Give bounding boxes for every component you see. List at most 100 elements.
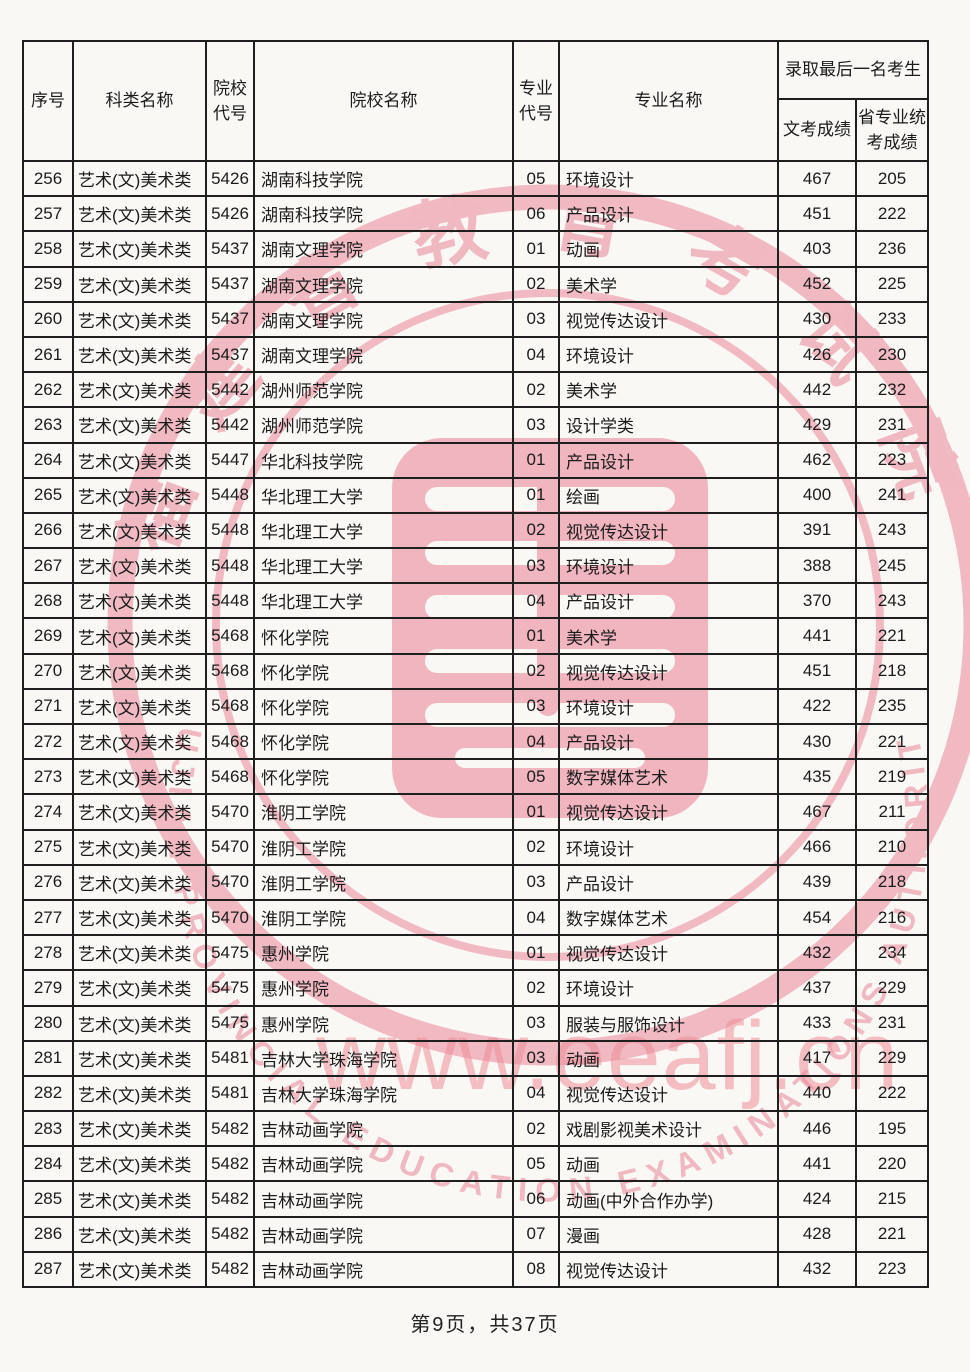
header-exam-score: 文考成绩 bbox=[777, 98, 857, 162]
provincial-score-cell: 245 bbox=[855, 547, 929, 585]
major-code-cell: 03 bbox=[512, 1004, 560, 1042]
seq-cell: 263 bbox=[22, 406, 74, 444]
inst-code-cell: 5448 bbox=[205, 511, 255, 550]
category-cell: 艺术(文)美术类 bbox=[72, 758, 207, 796]
table-row: 261 艺术(文)美术类 5437 湖南文理学院 04 环境设计 426 230 bbox=[22, 335, 929, 374]
exam-score-cell: 429 bbox=[777, 406, 857, 444]
inst-name-cell: 吉林动画学院 bbox=[253, 1180, 514, 1218]
major-name-cell: 视觉传达设计 bbox=[558, 793, 779, 831]
inst-name-cell: 惠州学院 bbox=[253, 1004, 514, 1042]
inst-name-cell: 吉林动画学院 bbox=[253, 1215, 514, 1253]
major-code-cell: 07 bbox=[512, 1215, 560, 1253]
header-inst-name: 院校名称 bbox=[253, 40, 514, 162]
exam-score-cell: 430 bbox=[777, 722, 857, 761]
inst-code-cell: 5470 bbox=[205, 898, 255, 937]
provincial-score-cell: 219 bbox=[855, 758, 929, 796]
inst-name-cell: 湖南文理学院 bbox=[253, 335, 514, 374]
provincial-score-cell: 215 bbox=[855, 1180, 929, 1218]
inst-name-cell: 吉林大学珠海学院 bbox=[253, 1074, 514, 1113]
table-row: 256 艺术(文)美术类 5426 湖南科技学院 05 环境设计 467 205 bbox=[22, 159, 929, 198]
provincial-score-cell: 216 bbox=[855, 898, 929, 937]
major-name-cell: 数字媒体艺术 bbox=[558, 758, 779, 796]
major-name-cell: 美术学 bbox=[558, 371, 779, 409]
inst-code-cell: 5426 bbox=[205, 159, 255, 198]
category-cell: 艺术(文)美术类 bbox=[72, 511, 207, 550]
table-row: 262 艺术(文)美术类 5442 湖州师范学院 02 美术学 442 232 bbox=[22, 371, 929, 409]
inst-code-cell: 5468 bbox=[205, 722, 255, 761]
exam-score-cell: 422 bbox=[777, 687, 857, 726]
table-row: 286 艺术(文)美术类 5482 吉林动画学院 07 漫画 428 221 bbox=[22, 1215, 929, 1253]
major-code-cell: 01 bbox=[512, 934, 560, 972]
major-code-cell: 04 bbox=[512, 335, 560, 374]
major-name-cell: 产品设计 bbox=[558, 863, 779, 901]
provincial-score-cell: 205 bbox=[855, 159, 929, 198]
major-code-cell: 04 bbox=[512, 1074, 560, 1113]
exam-score-cell: 417 bbox=[777, 1039, 857, 1077]
category-cell: 艺术(文)美术类 bbox=[72, 898, 207, 937]
table-row: 278 艺术(文)美术类 5475 惠州学院 01 视觉传达设计 432 234 bbox=[22, 934, 929, 972]
major-name-cell: 戏剧影视美术设计 bbox=[558, 1110, 779, 1148]
inst-code-cell: 5448 bbox=[205, 547, 255, 585]
provincial-score-cell: 211 bbox=[855, 793, 929, 831]
table-row: 271 艺术(文)美术类 5468 怀化学院 03 环境设计 422 235 bbox=[22, 687, 929, 726]
seq-cell: 265 bbox=[22, 476, 74, 514]
inst-name-cell: 怀化学院 bbox=[253, 652, 514, 690]
category-cell: 艺术(文)美术类 bbox=[72, 863, 207, 901]
seq-cell: 284 bbox=[22, 1145, 74, 1183]
exam-score-cell: 403 bbox=[777, 230, 857, 268]
category-cell: 艺术(文)美术类 bbox=[72, 195, 207, 233]
category-cell: 艺术(文)美术类 bbox=[72, 1180, 207, 1218]
inst-code-cell: 5482 bbox=[205, 1110, 255, 1148]
provincial-score-cell: 231 bbox=[855, 406, 929, 444]
major-code-cell: 01 bbox=[512, 476, 560, 514]
provincial-score-cell: 220 bbox=[855, 1145, 929, 1183]
major-name-cell: 视觉传达设计 bbox=[558, 1074, 779, 1113]
seq-cell: 278 bbox=[22, 934, 74, 972]
major-code-cell: 03 bbox=[512, 406, 560, 444]
provincial-score-cell: 243 bbox=[855, 582, 929, 620]
table-row: 266 艺术(文)美术类 5448 华北理工大学 02 视觉传达设计 391 243 bbox=[22, 511, 929, 550]
major-code-cell: 02 bbox=[512, 371, 560, 409]
exam-score-cell: 388 bbox=[777, 547, 857, 585]
category-cell: 艺术(文)美术类 bbox=[72, 1074, 207, 1113]
inst-name-cell: 吉林动画学院 bbox=[253, 1110, 514, 1148]
major-name-cell: 视觉传达设计 bbox=[558, 300, 779, 338]
inst-code-cell: 5437 bbox=[205, 300, 255, 338]
exam-score-cell: 466 bbox=[777, 828, 857, 866]
major-name-cell: 环境设计 bbox=[558, 159, 779, 198]
inst-name-cell: 湖南文理学院 bbox=[253, 300, 514, 338]
table-row: 284 艺术(文)美术类 5482 吉林动画学院 05 动画 441 220 bbox=[22, 1145, 929, 1183]
category-cell: 艺术(文)美术类 bbox=[72, 969, 207, 1007]
provincial-score-cell: 210 bbox=[855, 828, 929, 866]
header-seq: 序号 bbox=[22, 40, 74, 162]
table-row: 274 艺术(文)美术类 5470 淮阴工学院 01 视觉传达设计 467 211 bbox=[22, 793, 929, 831]
seq-cell: 283 bbox=[22, 1110, 74, 1148]
major-name-cell: 环境设计 bbox=[558, 335, 779, 374]
table-row: 270 艺术(文)美术类 5468 怀化学院 02 视觉传达设计 451 218 bbox=[22, 652, 929, 690]
header-provincial-score: 省专业统 考成绩 bbox=[855, 98, 929, 162]
major-name-cell: 漫画 bbox=[558, 1215, 779, 1253]
major-name-cell: 环境设计 bbox=[558, 547, 779, 585]
table-row: 281 艺术(文)美术类 5481 吉林大学珠海学院 03 动画 417 229 bbox=[22, 1039, 929, 1077]
provincial-score-cell: 218 bbox=[855, 863, 929, 901]
inst-code-cell: 5482 bbox=[205, 1180, 255, 1218]
inst-name-cell: 吉林动画学院 bbox=[253, 1145, 514, 1183]
major-name-cell: 产品设计 bbox=[558, 722, 779, 761]
seq-cell: 259 bbox=[22, 265, 74, 303]
inst-code-cell: 5426 bbox=[205, 195, 255, 233]
inst-code-cell: 5442 bbox=[205, 371, 255, 409]
seq-cell: 273 bbox=[22, 758, 74, 796]
seq-cell: 266 bbox=[22, 511, 74, 550]
exam-score-cell: 432 bbox=[777, 1250, 857, 1289]
category-cell: 艺术(文)美术类 bbox=[72, 934, 207, 972]
category-cell: 艺术(文)美术类 bbox=[72, 1004, 207, 1042]
inst-name-cell: 淮阴工学院 bbox=[253, 898, 514, 937]
category-cell: 艺术(文)美术类 bbox=[72, 582, 207, 620]
major-name-cell: 产品设计 bbox=[558, 195, 779, 233]
major-code-cell: 03 bbox=[512, 687, 560, 726]
table-row: 285 艺术(文)美术类 5482 吉林动画学院 06 动画(中外合作办学) 424 215 bbox=[22, 1180, 929, 1218]
inst-code-cell: 5437 bbox=[205, 265, 255, 303]
header-last-admitted: 录取最后一名考生 bbox=[777, 40, 929, 100]
provincial-score-cell: 223 bbox=[855, 1250, 929, 1289]
exam-score-cell: 467 bbox=[777, 793, 857, 831]
